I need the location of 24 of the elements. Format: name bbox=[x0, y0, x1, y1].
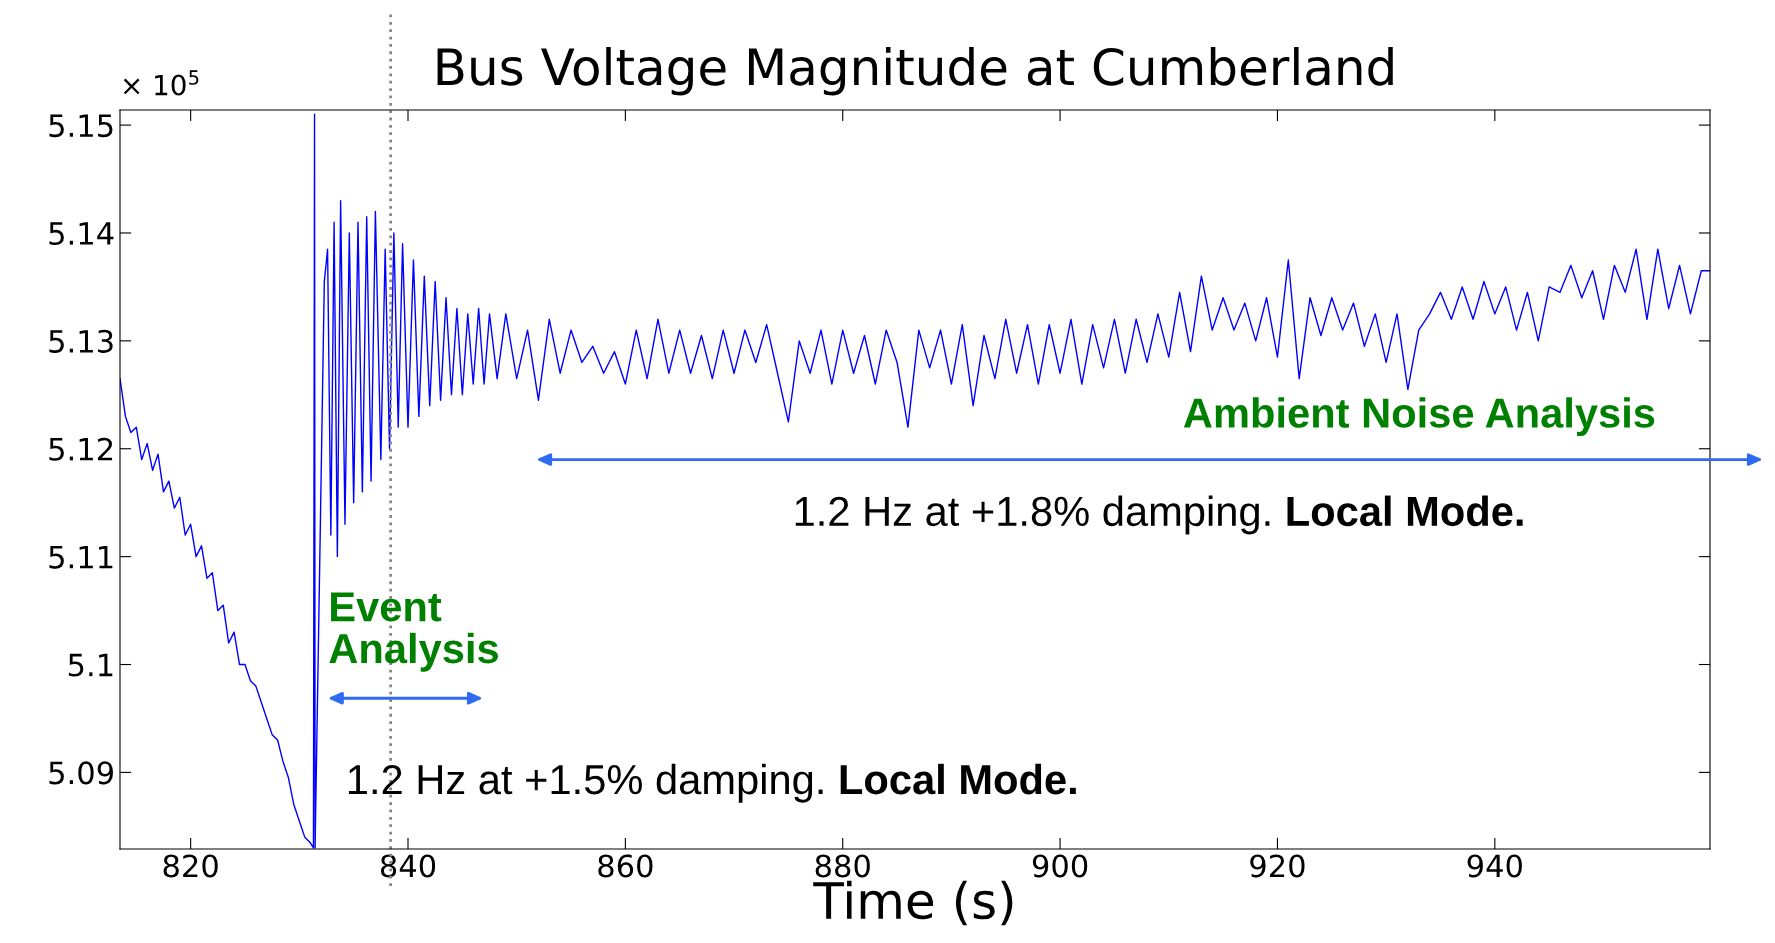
y-tick-label: 5.12 bbox=[49, 437, 113, 461]
x-tick-label: 940 bbox=[1467, 854, 1522, 878]
x-tick-label: 840 bbox=[380, 854, 436, 878]
x-tick-label: 900 bbox=[1032, 854, 1088, 878]
annotation: Ambient Noise Analysis bbox=[1183, 397, 1655, 437]
y-tick-label: 5.09 bbox=[49, 761, 113, 785]
y-tick-label: 5.13 bbox=[49, 329, 113, 353]
text: × 10$^{5}$ bbox=[123, 70, 199, 96]
x-tick-label: 880 bbox=[815, 854, 870, 878]
annotation: 1.2 Hz at +1.8% damping. bbox=[795, 495, 1270, 535]
x-tick-label: 860 bbox=[598, 854, 653, 878]
y-tick-label: 5.15 bbox=[49, 114, 113, 138]
chart-title: Bus Voltage Magnitude at Cumberland bbox=[437, 47, 1393, 96]
annotation: Local Mode. bbox=[1287, 495, 1523, 527]
annotation: Local Mode. bbox=[840, 763, 1076, 795]
y-tick-label: 5.1 bbox=[68, 653, 113, 677]
y-tick-label: 5.11 bbox=[49, 545, 113, 569]
annotation: 1.2 Hz at +1.5% damping. bbox=[348, 763, 823, 803]
x-tick-label: 820 bbox=[163, 854, 218, 878]
line-series bbox=[120, 113, 1710, 849]
x-tick-label: 920 bbox=[1250, 854, 1305, 878]
x-axis-title: Time (s) bbox=[813, 880, 1013, 926]
annotation: Event Analysis bbox=[329, 592, 498, 672]
y-tick-label: 5.14 bbox=[49, 222, 114, 246]
